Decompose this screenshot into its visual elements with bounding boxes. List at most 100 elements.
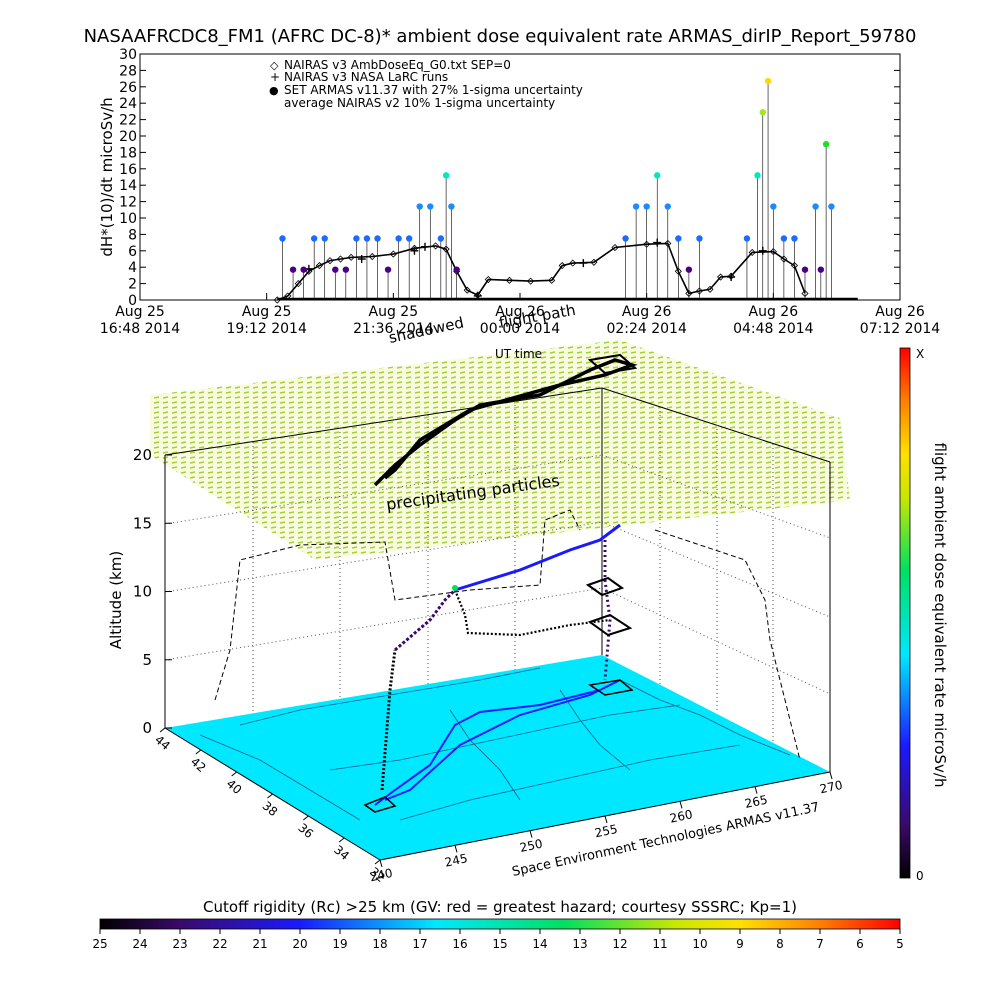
y-tick-label: 10 bbox=[119, 211, 137, 227]
flight-path-green-point bbox=[452, 585, 458, 591]
rigidity-tick-label: 13 bbox=[572, 937, 587, 951]
armas-point bbox=[780, 235, 788, 242]
armas-point bbox=[801, 266, 809, 273]
longitude-tick-mark bbox=[754, 786, 758, 794]
armas-point bbox=[374, 235, 381, 242]
armas-point bbox=[448, 203, 455, 210]
altitude-axis-label: Altitude (km) bbox=[107, 551, 125, 649]
armas-point bbox=[622, 235, 629, 242]
y-tick-label: 18 bbox=[119, 145, 137, 161]
altitude-ticks: 0 5 10 15 20 bbox=[133, 446, 172, 737]
x-tick-day-label: Aug 25 bbox=[242, 304, 292, 320]
flight-path-climb bbox=[380, 649, 397, 791]
series-nairas-v3-line bbox=[276, 242, 806, 301]
ground-map-surface bbox=[165, 655, 830, 860]
nairas-v3-point bbox=[389, 250, 397, 258]
nairas-v3-point bbox=[273, 296, 281, 304]
legend-entry-nairas-v2: average NAIRAS v2 10% 1-sigma uncertaint… bbox=[284, 96, 555, 110]
rigidity-colorbar-label: Cutoff rigidity (Rc) >25 km (GV: red = g… bbox=[203, 898, 797, 916]
altitude-tick-label: 15 bbox=[133, 514, 152, 532]
nairas-v3-point bbox=[695, 287, 704, 295]
latitude-tick-mark bbox=[303, 815, 309, 821]
nairas-v3-point bbox=[548, 276, 556, 284]
legend-entry-set-armas: SET ARMAS v11.37 with 27% 1-sigma uncert… bbox=[284, 83, 583, 97]
armas-point bbox=[395, 235, 402, 242]
dose-colorbar: X 0 flight ambient dose equivalent rate … bbox=[899, 347, 949, 883]
dose-colorbar-max-label: X bbox=[916, 347, 924, 361]
nairas-v3-point bbox=[590, 258, 598, 266]
nairas-v3-point bbox=[294, 280, 302, 288]
shadowed-loop-marker bbox=[587, 353, 638, 375]
longitude-tick-label: 265 bbox=[744, 793, 769, 811]
armas-point bbox=[770, 203, 777, 210]
rigidity-tick-label: 24 bbox=[132, 937, 147, 951]
dose-colorbar-bar bbox=[899, 347, 911, 879]
nairas-v3-point bbox=[284, 292, 292, 300]
armas-point bbox=[675, 235, 682, 242]
x-tick-time-label: 00:00 2014 bbox=[480, 321, 561, 337]
latitude-axis-line bbox=[164, 727, 381, 861]
timeseries-legend: ◇ NAIRAS v3 AmbDoseEq_G0.txt SEP=0 + NAI… bbox=[269, 58, 583, 110]
nairas-v3-point bbox=[748, 248, 756, 257]
shadow-projection-left-wall bbox=[214, 509, 581, 701]
armas-point bbox=[822, 141, 830, 148]
altitude-tick-label: 5 bbox=[142, 651, 152, 669]
rigidity-tick-label: 17 bbox=[412, 937, 427, 951]
flight-loop-marker-upper bbox=[585, 576, 625, 597]
x-tick-time-label: 04:48 2014 bbox=[733, 321, 814, 337]
nairas-v3-point bbox=[611, 243, 619, 252]
nairas-larc-point bbox=[653, 238, 662, 247]
nairas-v3-point bbox=[326, 257, 334, 265]
nairas-v3-point bbox=[643, 240, 651, 248]
shadow-projection-right-wall bbox=[654, 529, 801, 761]
altitude-tick-label: 20 bbox=[133, 446, 152, 464]
nairas-larc-point bbox=[357, 255, 366, 263]
nairas-v3-point bbox=[664, 239, 672, 247]
nairas-v3-point bbox=[463, 286, 471, 294]
x-tick-time-label: 19:12 2014 bbox=[226, 321, 307, 337]
y-tick-label: 16 bbox=[119, 162, 137, 178]
x-tick-day-label: Aug 26 bbox=[495, 304, 545, 320]
legend-marker-diamond: ◇ bbox=[270, 59, 279, 72]
y-tick-label: 20 bbox=[119, 129, 137, 145]
armas-point bbox=[453, 266, 460, 273]
y-tick-label: 4 bbox=[128, 260, 137, 276]
nairas-larc-point bbox=[410, 246, 419, 255]
y-tick-label: 12 bbox=[119, 195, 137, 211]
timeseries-panel: dH*(10)/dt microSv/h 0246810121416182022… bbox=[98, 47, 940, 337]
nairas-v3-point bbox=[347, 253, 355, 261]
legend-entry-nairas-larc: NAIRAS v3 NASA LaRC runs bbox=[284, 70, 448, 84]
y-tick-label: 14 bbox=[119, 178, 137, 194]
rigidity-tick-label: 20 bbox=[292, 937, 307, 951]
ground-map-features bbox=[199, 667, 791, 821]
rigidity-colorbar: Cutoff rigidity (Rc) >25 km (GV: red = g… bbox=[92, 898, 903, 951]
armas-point bbox=[812, 203, 819, 210]
latitude-tick-mark bbox=[374, 859, 381, 865]
longitude-axis-line bbox=[379, 771, 831, 861]
armas-point bbox=[353, 235, 360, 242]
rigidity-colorbar-bar bbox=[99, 918, 901, 930]
armas-point bbox=[632, 203, 640, 210]
nairas-v3-point bbox=[305, 267, 313, 275]
x-tick-day-label: Aug 26 bbox=[749, 304, 799, 320]
y-tick-label: 26 bbox=[119, 80, 137, 96]
rigidity-tick-label: 10 bbox=[692, 937, 707, 951]
nairas-v3-point bbox=[780, 255, 788, 263]
nairas-v3-point bbox=[685, 289, 693, 298]
rigidity-tick-label: 6 bbox=[856, 937, 864, 951]
x-tick-time-label: 21:36 2014 bbox=[353, 321, 434, 337]
longitude-tick-label: 270 bbox=[819, 778, 844, 796]
longitude-tick-label: 260 bbox=[669, 807, 694, 825]
shadowed-flight-path bbox=[373, 358, 638, 487]
longitude-tick-mark bbox=[454, 845, 458, 853]
rigidity-tick-label: 15 bbox=[492, 937, 507, 951]
nairas-v3-point bbox=[801, 289, 809, 298]
y-tick-label: 0 bbox=[128, 293, 137, 309]
longitude-tick-mark bbox=[379, 859, 383, 868]
nairas-v3-point bbox=[716, 273, 725, 281]
timeseries-series-layer bbox=[273, 77, 858, 304]
latitude-tick-label: 34 bbox=[331, 843, 352, 864]
longitude-tick-label: 240 bbox=[369, 866, 394, 884]
armas-point bbox=[664, 203, 671, 210]
